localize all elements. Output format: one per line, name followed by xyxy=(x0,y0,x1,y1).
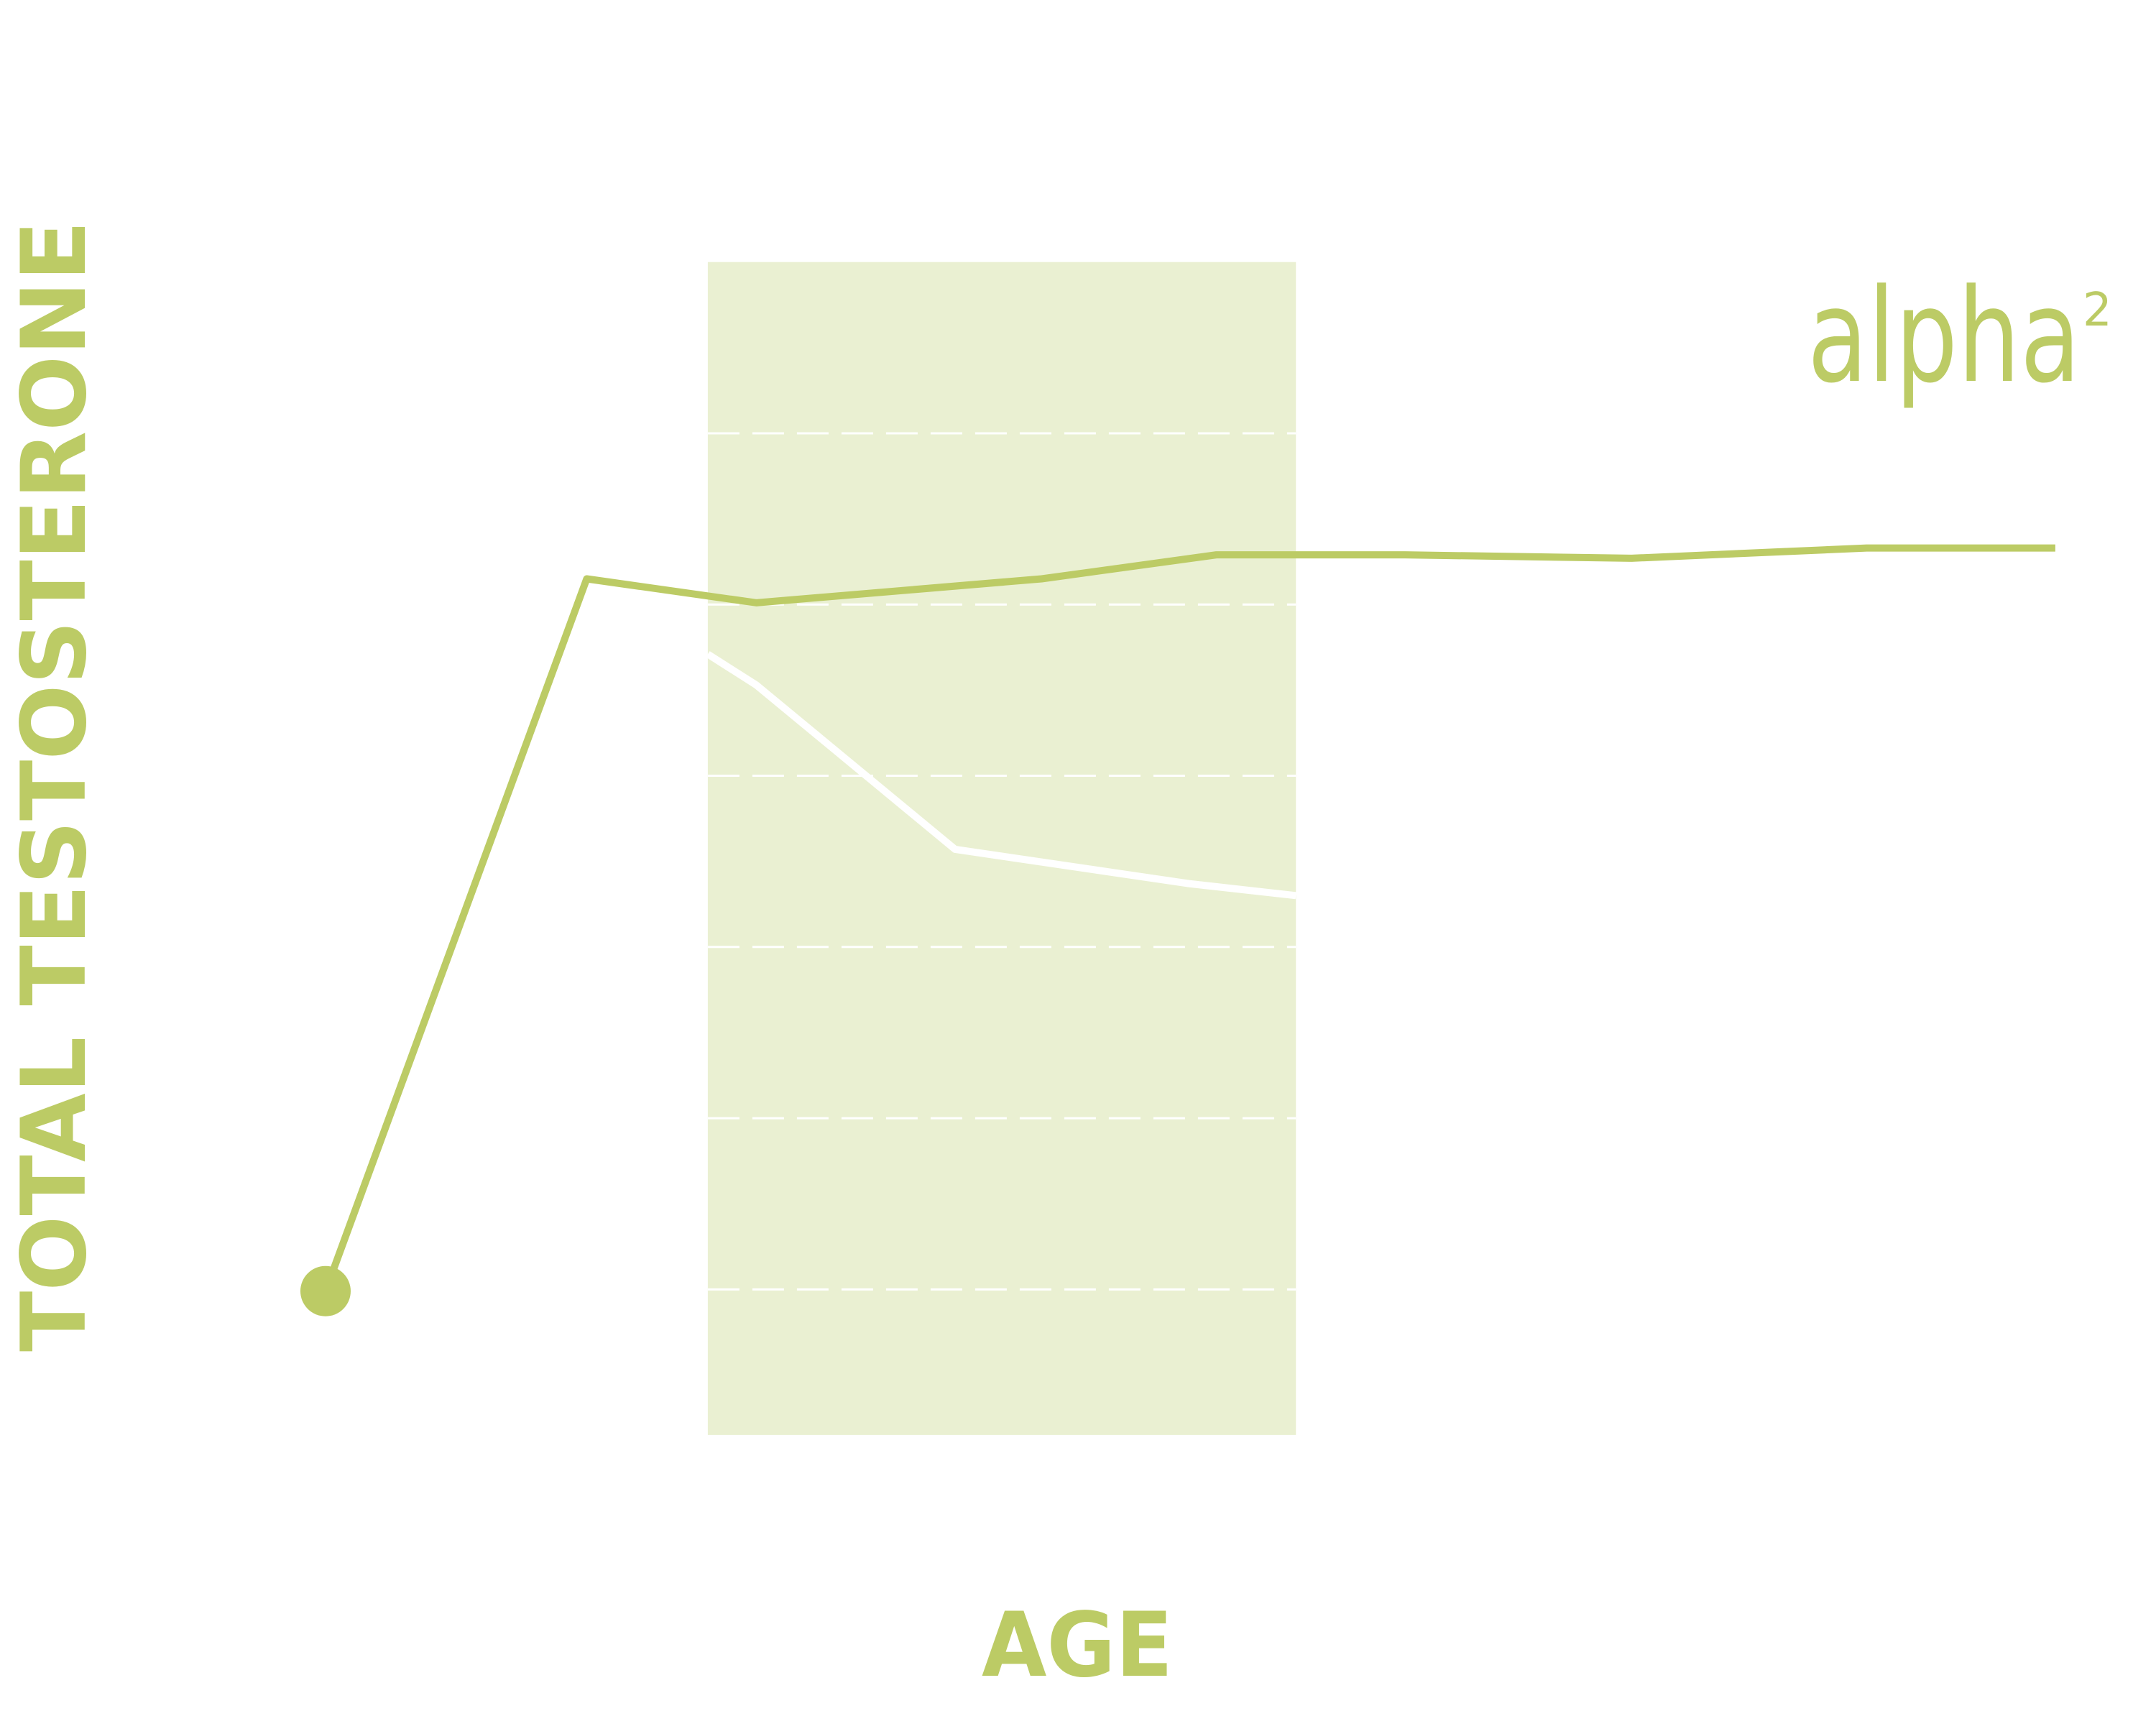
logo-superscript: 2 xyxy=(2083,284,2112,337)
band-layer xyxy=(707,262,1296,1435)
x-axis-label: AGE xyxy=(982,1594,1173,1697)
shaded-band xyxy=(707,262,1296,1435)
grid-layer xyxy=(707,432,1296,1291)
start-point xyxy=(300,1265,351,1316)
logo-text: alpha xyxy=(1807,262,2081,412)
line-layer xyxy=(300,544,2055,1316)
y-axis-label: TOTAL TESTOSTERONE xyxy=(3,221,106,1352)
line-series xyxy=(706,651,1296,900)
line-series xyxy=(322,544,2055,1293)
